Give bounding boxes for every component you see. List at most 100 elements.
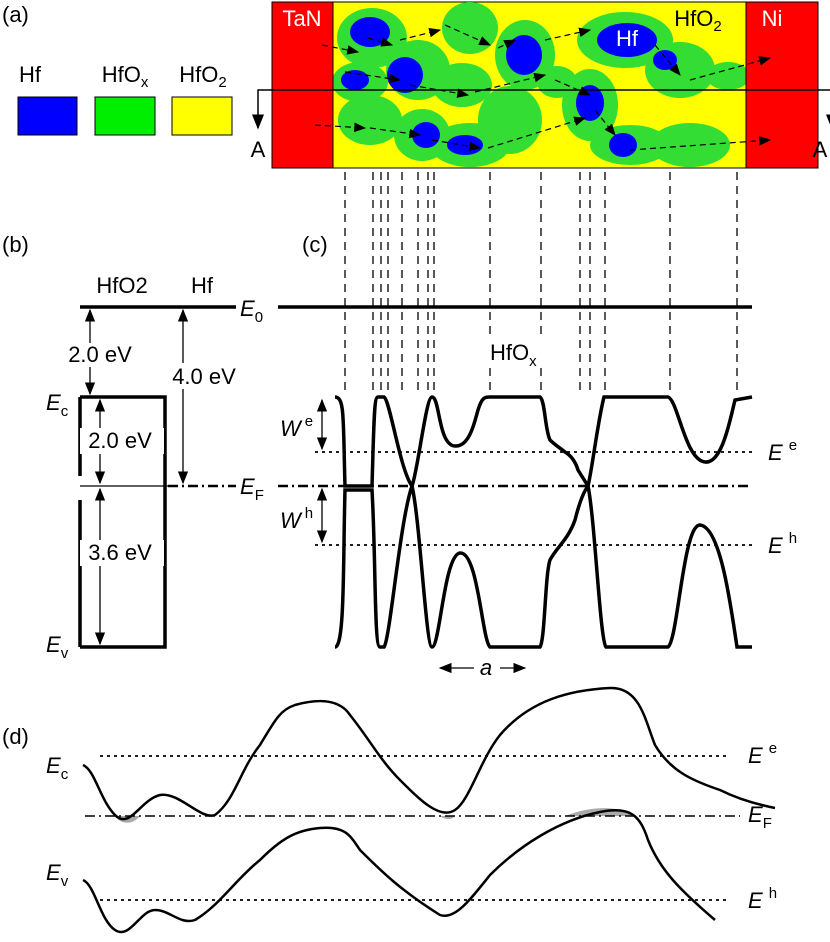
metal-cluster: [597, 23, 657, 57]
text-part: W: [280, 508, 303, 533]
percolation-path: [594, 109, 616, 136]
percolation-path: [497, 39, 517, 49]
percolation-path: [654, 44, 681, 76]
section-label: A: [813, 137, 828, 162]
text-part: c: [61, 766, 69, 783]
text-part: E: [768, 533, 783, 558]
energy-label: 4.0 eV: [172, 364, 236, 389]
electrode: [745, 1, 819, 169]
percolation-path: [474, 72, 547, 93]
energy-label: 3.6 eV: [88, 540, 152, 565]
text-part: h: [305, 505, 313, 522]
level-label: E0: [240, 296, 263, 326]
text-part: HfO: [96, 273, 135, 298]
text-part: HfO: [674, 6, 713, 31]
text-part: F: [255, 487, 264, 504]
text-part: W: [280, 416, 303, 441]
suboxide-region: [432, 63, 492, 107]
section-label: A: [251, 137, 266, 162]
text-part: E: [240, 474, 255, 499]
panel-a: (a) Hf HfOx HfO2 Hf HfO2 TaN Ni: [2, 1, 830, 392]
legend-label: HfO2: [179, 62, 226, 91]
level-label: Ec: [46, 753, 69, 783]
text-part: v: [61, 645, 69, 662]
percolation-path: [321, 44, 360, 55]
level-label: Ev: [46, 632, 69, 662]
percolation-path: [399, 27, 442, 41]
text-part: x: [141, 74, 149, 91]
percolation-path: [444, 24, 492, 46]
legend-label: HfOx: [102, 62, 149, 91]
text-part: e: [305, 413, 313, 430]
level-label: EF: [748, 802, 772, 832]
cluster-label: Hf: [616, 26, 639, 51]
text-part: v: [61, 873, 69, 890]
suboxide-region: [650, 123, 730, 167]
text-part: Hf: [19, 62, 42, 87]
text-part: h: [769, 885, 777, 902]
suboxide-region: [442, 2, 498, 54]
valence-band: [334, 479, 752, 649]
legend-swatch: [94, 96, 156, 136]
text-part: F: [763, 815, 772, 832]
barrier-arrow: [316, 398, 527, 674]
text-part: c: [61, 403, 69, 420]
text-part: E: [46, 390, 61, 415]
text-part: 2: [135, 273, 147, 298]
legend-swatch: [171, 96, 233, 136]
text-part: E: [240, 296, 255, 321]
metal-cluster: [387, 57, 423, 93]
conduction-band: [334, 395, 753, 491]
panel-label: (a): [2, 2, 29, 27]
level-label: EF: [240, 474, 264, 504]
level-label: Ec: [46, 390, 69, 420]
metal-cluster: [653, 50, 677, 70]
level-label: Ev: [46, 860, 69, 890]
text-part: E: [46, 860, 61, 885]
label-bg: [80, 540, 164, 566]
suboxide-region: [706, 62, 750, 90]
scale-label: a: [480, 655, 492, 680]
text-part: 0: [255, 309, 263, 326]
label-bg: [160, 363, 246, 389]
column-label: Hf: [191, 273, 214, 298]
conduction-band: [82, 686, 776, 821]
percolation-path: [369, 127, 422, 139]
text-part: HfO: [490, 340, 529, 365]
text-part: E: [748, 888, 763, 913]
metal-cluster: [341, 17, 677, 157]
section-line: [252, 89, 830, 130]
electrode-label: TaN: [282, 6, 321, 31]
electrode-label: Ni: [762, 6, 783, 31]
percolation-path: [367, 37, 394, 47]
region-label: HfOx: [490, 340, 537, 370]
text-part: h: [789, 530, 797, 547]
metal-cluster: [506, 35, 542, 75]
suboxide-region: [338, 95, 402, 145]
electrode: [271, 1, 334, 169]
percolation-path: [554, 79, 592, 96]
percolation-path: [431, 139, 482, 151]
legend-swatch: [17, 96, 78, 136]
text-part: E: [46, 753, 61, 778]
panel-label: (d): [2, 724, 29, 749]
text-part: 2: [713, 18, 721, 35]
text-part: HfO: [179, 62, 218, 87]
text-part: 2: [218, 74, 226, 91]
metal-cluster: [412, 122, 440, 148]
metal-cluster: [350, 17, 390, 47]
label-bg: [488, 338, 556, 368]
text-part: HfO: [102, 62, 141, 87]
column-label: HfO2: [96, 273, 147, 298]
percolation-path: [544, 27, 592, 41]
text-part: E: [748, 802, 763, 827]
